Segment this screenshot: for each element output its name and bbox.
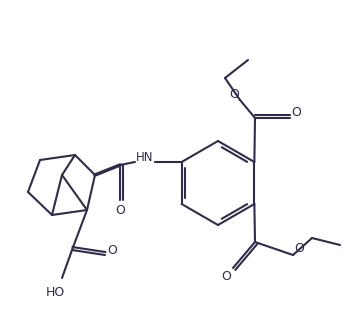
Text: O: O bbox=[115, 203, 125, 216]
Text: O: O bbox=[221, 269, 231, 283]
Text: O: O bbox=[229, 88, 239, 100]
Text: O: O bbox=[294, 243, 304, 255]
Text: O: O bbox=[107, 244, 117, 256]
Text: HO: HO bbox=[45, 286, 65, 298]
Text: O: O bbox=[291, 106, 301, 119]
Text: HN: HN bbox=[136, 151, 154, 163]
